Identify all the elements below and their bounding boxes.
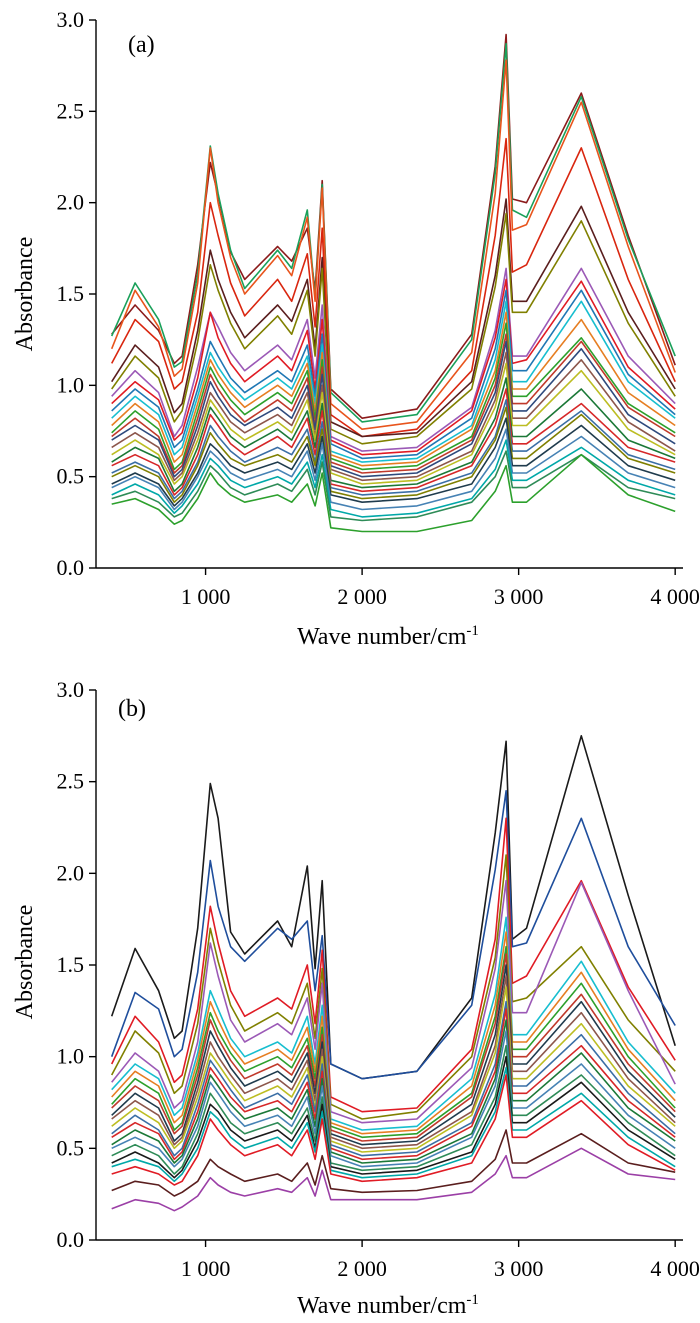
y-tick-label-a-3: 1.5 [57, 281, 85, 306]
y-tick-label-b-6: 3.0 [57, 677, 85, 702]
y-axis-title-b: Absorbance [12, 905, 38, 1020]
y-tick-label-b-1: 0.5 [57, 1135, 85, 1160]
x-axis-title-sup-a: -1 [466, 623, 479, 639]
series-group-a [110, 33, 676, 533]
x-axis-title-a: Wave number/cm-1 [297, 623, 479, 650]
y-tick-label-b-2: 1.0 [57, 1044, 85, 1069]
x-tick-label-b-2: 3 000 [494, 1256, 544, 1281]
series-line-a-18 [111, 388, 676, 496]
panel-label-a: (a) [128, 32, 155, 58]
y-tick-label-a-4: 2.0 [57, 190, 85, 215]
x-tick-label-b-0: 1 000 [181, 1256, 231, 1281]
y-tick-label-b-3: 1.5 [57, 952, 85, 977]
y-tick-label-a-6: 3.0 [57, 7, 85, 32]
y-tick-label-b-0: 0.0 [57, 1227, 85, 1252]
series-line-a-2 [110, 42, 676, 423]
series-line-a-22 [111, 428, 676, 511]
series-line-a-9 [111, 289, 676, 460]
series-line-b-5 [111, 879, 676, 1124]
series-line-b-20 [111, 1074, 676, 1186]
x-tick-label-a-2: 3 000 [494, 584, 544, 609]
x-tick-label-a-0: 1 000 [181, 584, 231, 609]
panel-a: (a) Absorbance Wave number/cm-1 0.0 0.5 1.… [12, 7, 700, 650]
series-line-b-6 [111, 916, 676, 1131]
series-line-a-3 [110, 59, 676, 430]
y-axis-title-a: Absorbance [12, 237, 38, 352]
x-tick-label-a-1: 2 000 [337, 584, 387, 609]
x-tick-label-b-3: 4 000 [650, 1256, 700, 1281]
y-tick-label-b-4: 2.0 [57, 860, 85, 885]
series-line-a-16 [111, 362, 676, 485]
series-line-a-21 [111, 417, 676, 507]
panel-label-b: (b) [118, 696, 146, 722]
series-line-a-23 [111, 439, 676, 518]
series-line-a-17 [111, 377, 676, 493]
series-line-b-10 [111, 964, 676, 1146]
panel-b: (b) Absorbance Wave number/cm-1 0.0 0.5 1.… [12, 677, 700, 1319]
x-tick-label-b-1: 2 000 [337, 1256, 387, 1281]
series-line-b-22 [111, 1147, 676, 1212]
series-line-a-6 [111, 212, 676, 445]
y-tick-label-a-2: 1.0 [57, 372, 85, 397]
y-tick-label-b-5: 2.5 [57, 769, 85, 794]
y-tick-label-a-0: 0.0 [57, 555, 85, 580]
series-line-a-20 [111, 406, 676, 503]
x-axis-title-sup-b: -1 [466, 1292, 479, 1308]
x-tick-label-a-3: 4 000 [650, 584, 700, 609]
series-line-a-24 [111, 450, 676, 522]
series-line-b-2 [110, 790, 676, 1080]
x-axis-title-text-a: Wave number/cm [297, 624, 467, 650]
series-line-b-3 [110, 817, 676, 1113]
series-line-a-19 [111, 399, 676, 500]
series-line-b-21 [111, 1129, 676, 1197]
series-line-a-4 [110, 137, 676, 438]
x-axis-title-b: Wave number/cm-1 [297, 1292, 479, 1319]
y-tick-label-a-1: 0.5 [57, 464, 85, 489]
series-line-a-25 [111, 453, 676, 533]
y-tick-label-a-5: 2.5 [57, 98, 85, 123]
series-group-b [110, 735, 676, 1212]
x-axis-title-text-b: Wave number/cm [297, 1293, 467, 1319]
